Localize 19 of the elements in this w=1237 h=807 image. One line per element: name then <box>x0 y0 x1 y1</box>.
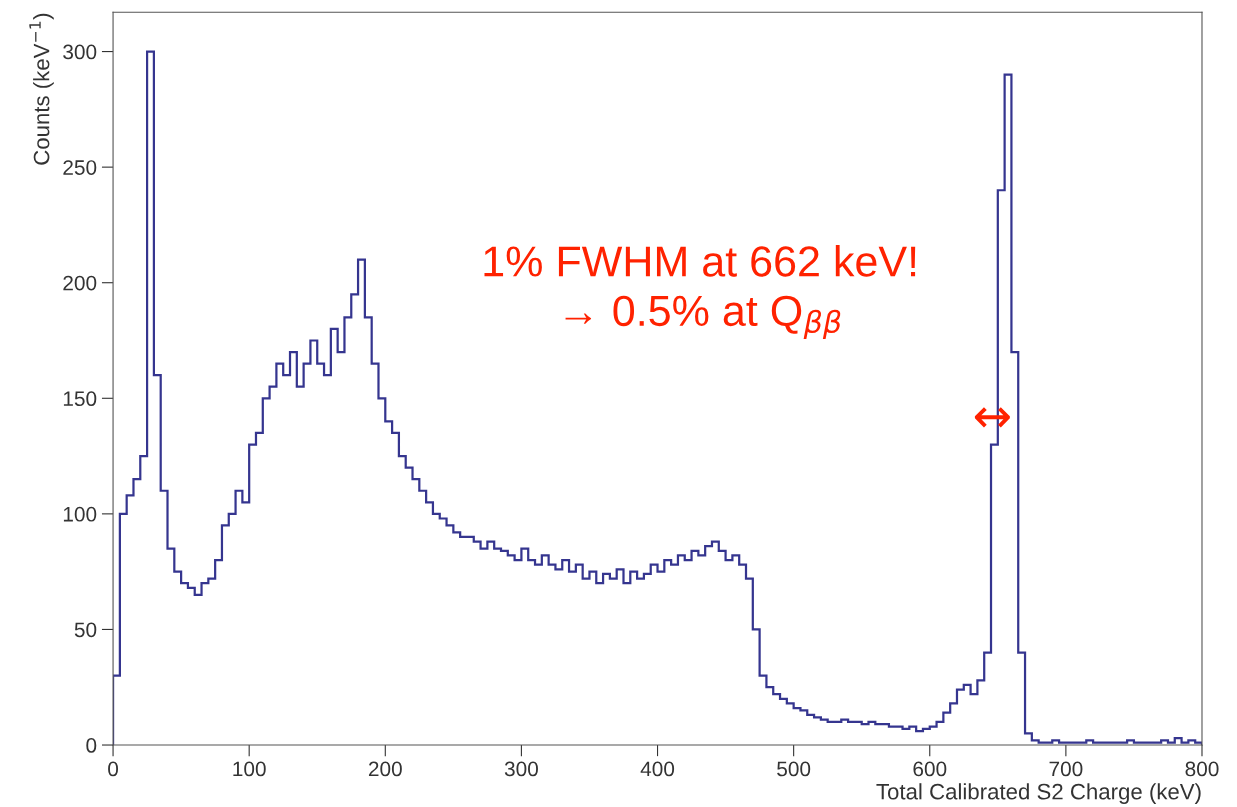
x-tick-label: 700 <box>1049 761 1083 777</box>
x-tick-label: 200 <box>368 761 402 777</box>
y-tick-label: 300 <box>63 44 97 60</box>
y-tick-label: 200 <box>63 275 97 291</box>
x-tick-label: 0 <box>108 761 119 777</box>
y-tick-label: 0 <box>86 738 97 753</box>
y-tick-label: 150 <box>63 391 97 407</box>
x-tick-label: 400 <box>640 761 675 777</box>
annotation: 1% FWHM at 662 keV! → 0.5% at Q$_{ββ}$ <box>484 245 916 340</box>
x-axis-title: Total Calibrated S2 Charge (keV) <box>876 783 1201 804</box>
y-axis-title: Counts (keV$^{−1}$) <box>29 13 54 165</box>
y-tick-label: 100 <box>63 506 97 522</box>
x-tick-label: 500 <box>777 761 811 777</box>
y-tick-label: 50 <box>74 622 97 638</box>
x-tick-label: 100 <box>233 761 266 777</box>
x-tick-label: 800 <box>1185 761 1219 777</box>
x-tick-label: 600 <box>913 761 947 777</box>
x-tick-label: 300 <box>504 761 538 777</box>
y-tick-label: 250 <box>63 160 97 175</box>
